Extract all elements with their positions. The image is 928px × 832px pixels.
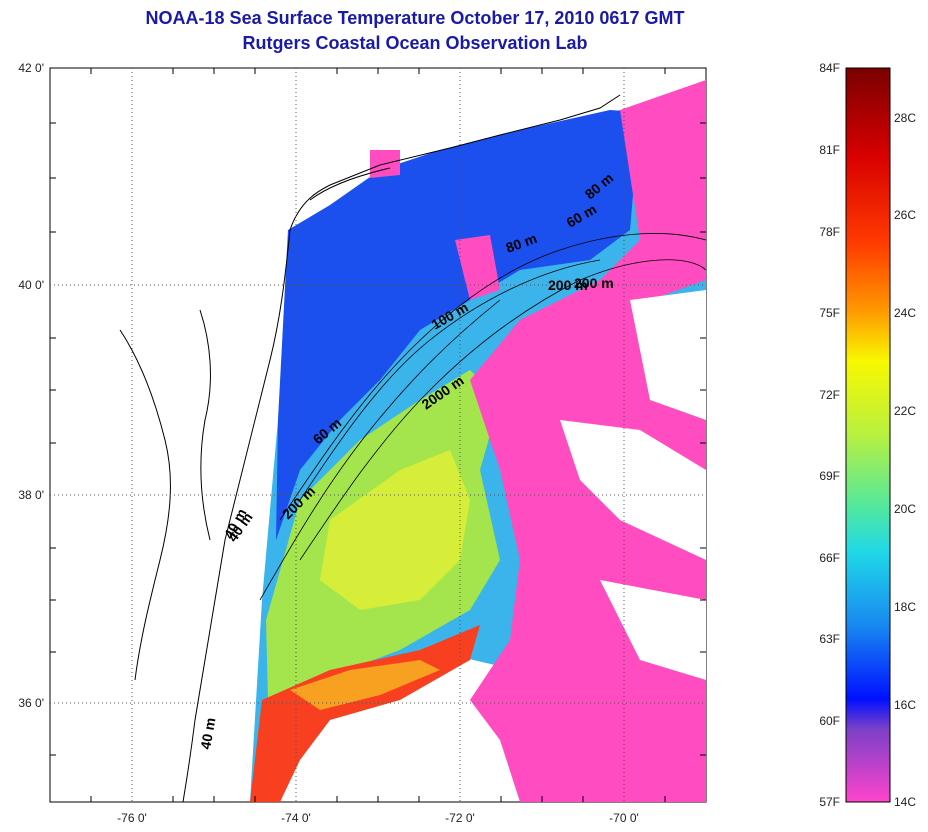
colorbar-label-c: 28C (894, 111, 916, 125)
map-subtitle: Rutgers Coastal Ocean Observation Lab (242, 33, 588, 53)
colorbar-label-f: 63F (819, 632, 840, 646)
colorbar-label-c: 22C (894, 404, 916, 418)
lon-tick-label: -74 0' (281, 811, 311, 825)
lat-tick-label: 38 0' (18, 488, 44, 502)
sst-slope-yellow (320, 450, 470, 610)
cloud-gap-2 (560, 420, 706, 560)
lat-tick-label: 40 0' (18, 278, 44, 292)
colorbar-label-f: 60F (819, 714, 840, 728)
colorbar (845, 67, 891, 803)
colorbar-label-c: 26C (894, 208, 916, 222)
axis-minor-ticks (50, 68, 706, 802)
graticule (50, 68, 706, 802)
colorbar-label-f: 69F (819, 469, 840, 483)
cloud-gap-1 (630, 290, 706, 420)
contour-label: 40 m (197, 716, 218, 750)
colorbar-label-f: 72F (819, 388, 840, 402)
lon-tick-labels: -76 0' -74 0' -72 0' -70 0' (117, 811, 639, 825)
colorbar-label-f: 84F (819, 61, 840, 75)
cloud-gap-3 (600, 580, 706, 680)
colorbar-label-f: 78F (819, 225, 840, 239)
sst-cloud-patch-shelf (455, 235, 500, 300)
lon-tick-label: -76 0' (117, 811, 147, 825)
colorbar-label-c: 24C (894, 306, 916, 320)
colorbar-label-f: 75F (819, 306, 840, 320)
colorbar-fahrenheit-labels: 84F 81F 78F 75F 72F 69F 66F 63F 60F 57F (819, 61, 840, 809)
sst-shelf-cold (276, 110, 640, 540)
coastline (119, 94, 621, 803)
contour-label: 200 m (574, 275, 614, 291)
sst-data-layer (250, 80, 706, 802)
colorbar-label-f: 57F (819, 795, 840, 809)
lon-tick-label: -72 0' (445, 811, 475, 825)
colorbar-label-f: 66F (819, 551, 840, 565)
map-title: NOAA-18 Sea Surface Temperature October … (145, 8, 685, 28)
colorbar-label-c: 18C (894, 600, 916, 614)
colorbar-label-c: 14C (894, 795, 916, 809)
contour-label: 200 m (548, 277, 588, 293)
colorbar-label-c: 20C (894, 502, 916, 516)
colorbar-label-c: 16C (894, 698, 916, 712)
lon-tick-label: -70 0' (609, 811, 639, 825)
bathymetry-contours (259, 233, 707, 601)
lat-tick-label: 42 0' (18, 61, 44, 75)
lat-tick-label: 36 0' (18, 696, 44, 710)
colorbar-celsius-labels: 28C 26C 24C 22C 20C 18C 16C 14C (894, 111, 916, 809)
sst-gulf-stream-orange (290, 660, 440, 710)
colorbar-label-f: 81F (819, 143, 840, 157)
lat-tick-labels: 42 0' 40 0' 38 0' 36 0' (18, 61, 44, 710)
